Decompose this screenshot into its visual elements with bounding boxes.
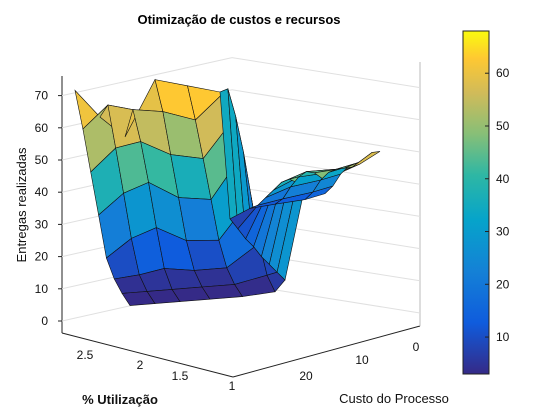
x-tick-label: 20 <box>299 369 313 383</box>
z-tick-label: 70 <box>35 89 49 103</box>
colorbar-tick-label: 30 <box>496 225 510 239</box>
z-axis-label: Entregas realizadas <box>14 147 29 262</box>
colorbar-tick-label: 50 <box>496 119 510 133</box>
z-tick-label: 0 <box>41 314 48 328</box>
z-tick-label: 50 <box>35 153 49 167</box>
x-axis-label: Custo do Processo <box>339 391 449 406</box>
x-tick-label: 10 <box>355 353 369 367</box>
z-tick-label: 60 <box>35 121 49 135</box>
grid-line <box>231 89 421 121</box>
colorbar-tick-label: 40 <box>496 172 510 186</box>
x-tick-label: 0 <box>413 340 420 354</box>
surface-plot <box>74 78 381 306</box>
colorbar <box>462 30 490 375</box>
z-tick-label: 30 <box>35 217 49 231</box>
z-axis-ticks: 0 10 20 30 40 50 60 70 <box>35 89 62 328</box>
grid-line <box>231 185 421 217</box>
chart-title: Otimização de custos e recursos <box>137 12 340 27</box>
y-tick-label: 2 <box>137 358 144 372</box>
y-tick-label: 2.5 <box>77 348 94 362</box>
colorbar-tick-label: 10 <box>496 330 510 344</box>
grid-line <box>231 153 421 185</box>
grid-line <box>61 57 233 97</box>
z-tick-label: 10 <box>35 282 49 296</box>
z-tick-label: 40 <box>35 185 49 199</box>
y-tick-label: 1 <box>229 379 236 393</box>
grid-line <box>231 57 421 89</box>
x-axis-ticks: 0 10 20 <box>299 340 419 383</box>
axes-box <box>61 62 421 378</box>
surface-patch <box>351 151 381 168</box>
z-tick-label: 20 <box>35 250 49 264</box>
colorbar-tick-label: 60 <box>496 66 510 80</box>
y-axis-ticks: 2.5 2 1.5 1 <box>77 348 236 393</box>
grid-line <box>231 121 421 153</box>
y-axis-label: % Utilização <box>82 392 158 407</box>
colorbar-ticks: 10 20 30 40 50 60 <box>485 66 510 344</box>
colorbar-tick-label: 20 <box>496 277 510 291</box>
y-tick-label: 1.5 <box>172 369 189 383</box>
